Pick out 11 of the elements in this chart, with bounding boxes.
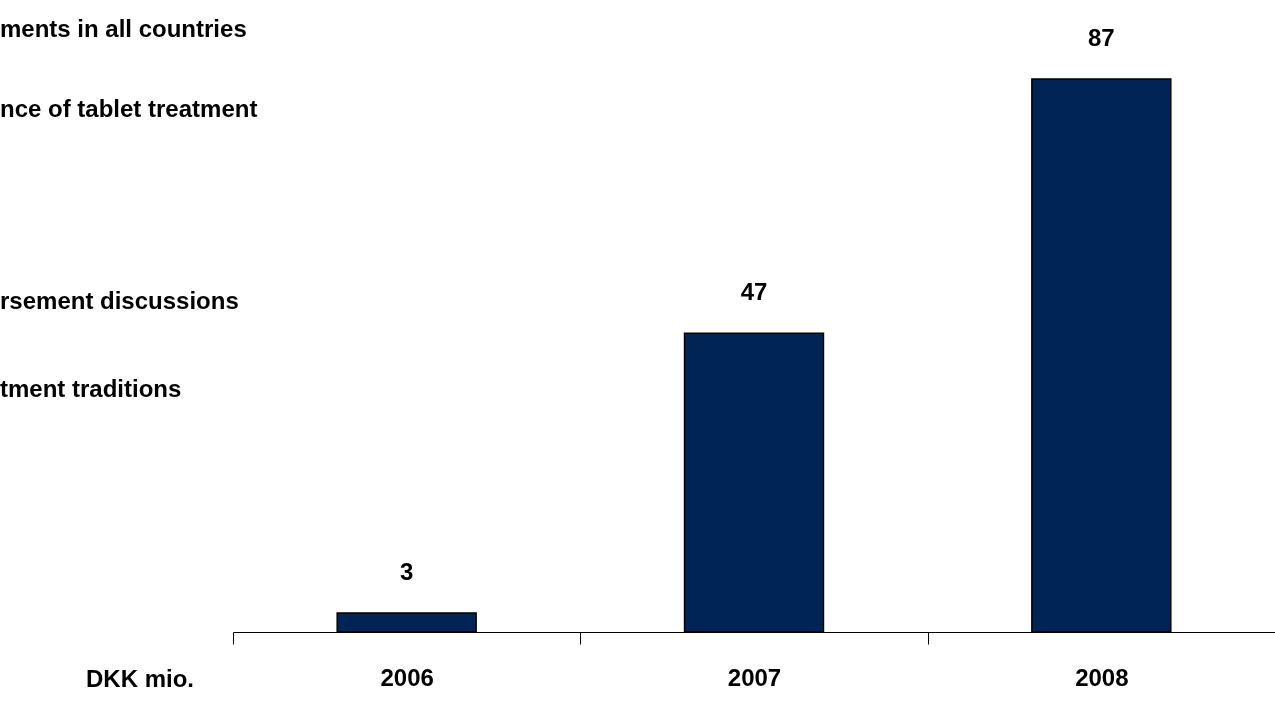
text: tment traditions [0,375,182,402]
annotation: nce of tablet treatment [0,95,258,122]
text: ments in all countries [0,15,247,42]
data-label: 47 [740,278,768,306]
data-label: 87 [1087,24,1115,52]
y-axis-title: DKK mio. [86,665,194,692]
annotation: rsement discussions [0,287,239,314]
x-tick-label: 2006 [380,663,434,691]
x-tick-label: 2007 [727,663,782,691]
data-label: 3 [399,557,414,585]
x-tick-label: 2008 [1075,663,1129,691]
